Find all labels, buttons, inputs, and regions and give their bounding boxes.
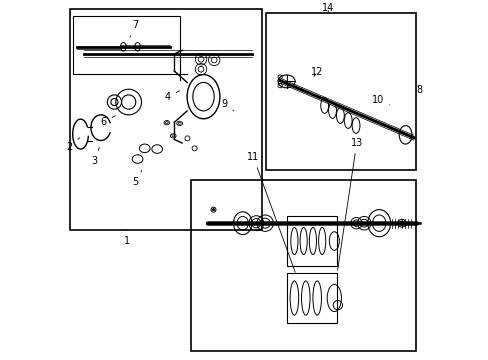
Bar (286, 273, 336, 323)
Bar (191, 180, 415, 351)
Text: 9: 9 (222, 99, 233, 111)
Text: 11: 11 (247, 152, 295, 272)
Text: 8: 8 (415, 85, 421, 95)
Text: 5: 5 (132, 170, 142, 187)
Text: 3: 3 (92, 147, 99, 166)
Text: 6: 6 (101, 116, 115, 127)
Text: 7: 7 (130, 21, 139, 37)
Text: 2: 2 (67, 138, 80, 152)
Bar (286, 216, 336, 266)
Text: 4: 4 (164, 91, 179, 102)
Text: 1: 1 (123, 230, 130, 246)
Text: 13: 13 (337, 138, 362, 270)
Bar (70, 9, 262, 230)
Text: 14: 14 (322, 3, 334, 13)
Bar (73, 17, 180, 73)
Circle shape (212, 208, 214, 211)
Text: 10: 10 (371, 95, 389, 105)
Bar (265, 13, 415, 170)
Text: 12: 12 (311, 67, 323, 77)
